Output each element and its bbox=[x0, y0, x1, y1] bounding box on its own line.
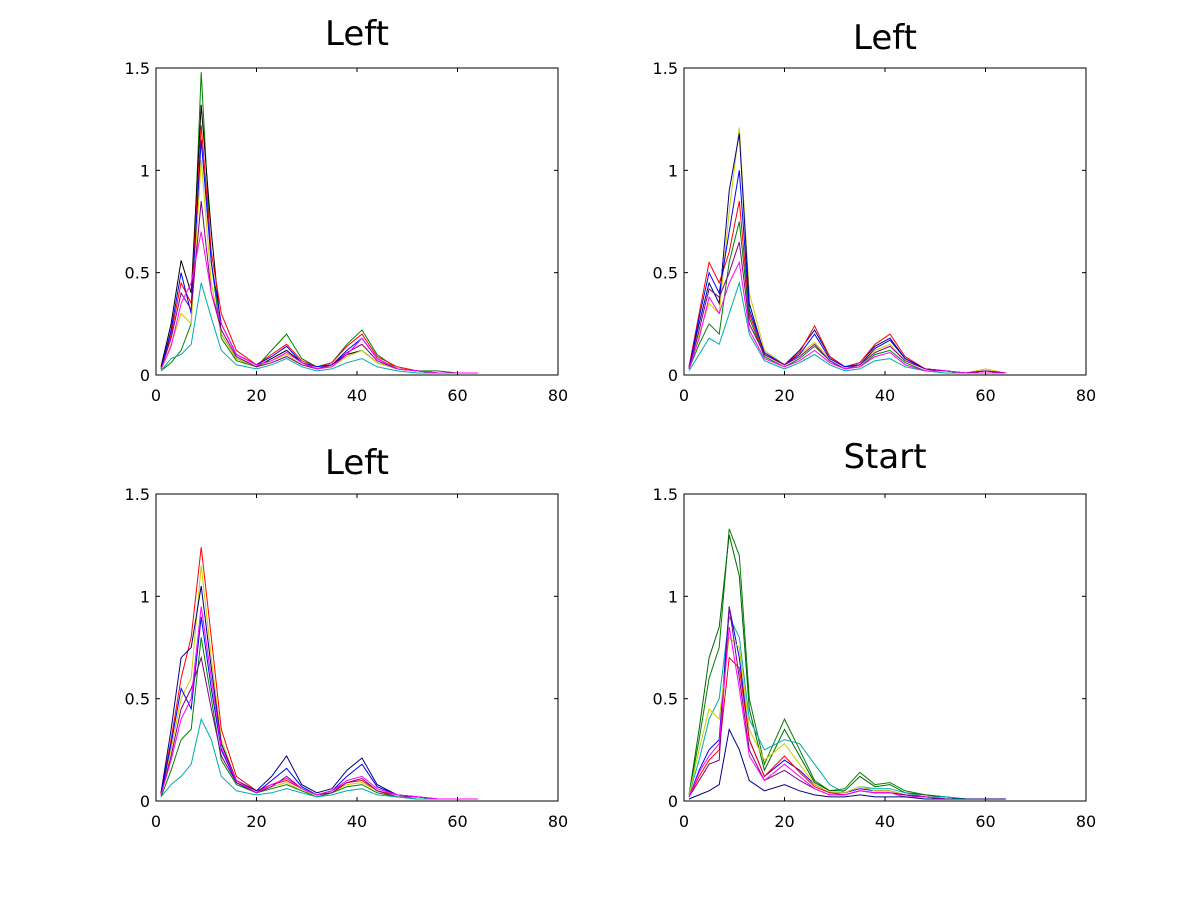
x-tick-label: 40 bbox=[875, 386, 895, 405]
series-line-8 bbox=[160, 606, 478, 800]
y-tick-label: 1 bbox=[140, 161, 150, 180]
series-group bbox=[688, 127, 1006, 374]
subplot-title: Left bbox=[325, 14, 389, 54]
y-tick-label: 0 bbox=[140, 366, 150, 385]
x-tick-label: 80 bbox=[1076, 812, 1096, 831]
y-tick-label: 1 bbox=[140, 587, 150, 606]
series-line-7 bbox=[688, 280, 1006, 374]
y-tick-label: 0 bbox=[668, 792, 678, 811]
axes-frame bbox=[683, 493, 1087, 802]
y-tick-label: 1.5 bbox=[125, 59, 150, 78]
series-line-9 bbox=[688, 727, 1006, 800]
y-tick-label: 1 bbox=[668, 161, 678, 180]
x-tick-label: 0 bbox=[679, 812, 689, 831]
subplot-title: Left bbox=[325, 443, 389, 483]
x-tick-label: 60 bbox=[975, 386, 995, 405]
x-tick-label: 80 bbox=[548, 812, 568, 831]
y-tick-label: 0.5 bbox=[653, 690, 678, 709]
axes-frame bbox=[683, 67, 1087, 376]
x-tick-label: 20 bbox=[774, 812, 794, 831]
x-tick-label: 40 bbox=[875, 812, 895, 831]
series-group bbox=[160, 547, 478, 800]
series-line-8 bbox=[688, 626, 1006, 800]
y-tick-label: 0 bbox=[140, 792, 150, 811]
series-line-6 bbox=[160, 655, 478, 800]
series-group bbox=[160, 72, 478, 374]
series-line-3 bbox=[688, 615, 1006, 800]
y-tick-label: 0.5 bbox=[125, 690, 150, 709]
subplot-4: Start 0 20 40 60 80 0 0.5 1 1.5 bbox=[653, 437, 1097, 831]
x-tick-label: 20 bbox=[774, 386, 794, 405]
x-tick-label: 20 bbox=[246, 812, 266, 831]
x-tick-label: 80 bbox=[1076, 386, 1096, 405]
x-tick-label: 60 bbox=[447, 386, 467, 405]
x-tick-label: 40 bbox=[347, 386, 367, 405]
series-line-7 bbox=[160, 717, 478, 800]
series-line-2 bbox=[688, 534, 1006, 800]
subplot-title: Start bbox=[843, 437, 926, 477]
x-tick-label: 60 bbox=[447, 812, 467, 831]
axes-frame bbox=[155, 493, 559, 802]
axes-frame bbox=[155, 67, 559, 376]
x-tick-label: 0 bbox=[151, 812, 161, 831]
y-tick-label: 1 bbox=[668, 587, 678, 606]
y-tick-label: 1.5 bbox=[653, 59, 678, 78]
series-line-8 bbox=[160, 231, 478, 374]
series-line-3 bbox=[160, 125, 478, 374]
subplot-2: Left 0 20 40 60 80 0 0.5 1 1.5 bbox=[653, 18, 1097, 405]
x-tick-label: 0 bbox=[151, 386, 161, 405]
subplot-1: Left 0 20 40 60 80 0 0.5 1 1.5 bbox=[125, 14, 569, 405]
series-line-8 bbox=[688, 260, 1006, 374]
y-tick-label: 0 bbox=[668, 366, 678, 385]
series-line-7 bbox=[160, 282, 478, 374]
x-tick-label: 60 bbox=[975, 812, 995, 831]
subplot-3: Left 0 20 40 60 80 0 0.5 1 1.5 bbox=[125, 443, 569, 831]
x-tick-label: 40 bbox=[347, 812, 367, 831]
series-line-6 bbox=[688, 241, 1006, 374]
x-tick-label: 0 bbox=[679, 386, 689, 405]
x-tick-label: 80 bbox=[548, 386, 568, 405]
series-group bbox=[688, 528, 1006, 800]
y-tick-label: 1.5 bbox=[653, 485, 678, 504]
y-tick-label: 1.5 bbox=[125, 485, 150, 504]
x-tick-label: 20 bbox=[246, 386, 266, 405]
subplot-title: Left bbox=[853, 18, 917, 58]
y-tick-label: 0.5 bbox=[125, 264, 150, 283]
y-tick-label: 0.5 bbox=[653, 264, 678, 283]
